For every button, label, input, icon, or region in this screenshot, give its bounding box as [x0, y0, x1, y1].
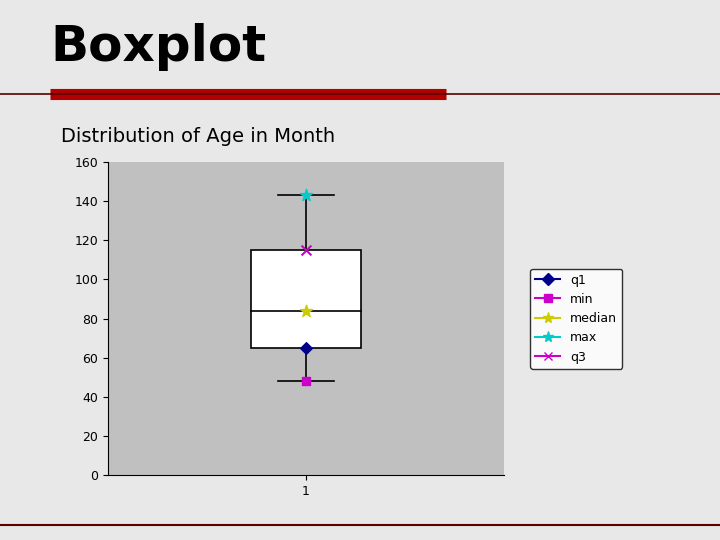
Text: Boxplot: Boxplot	[50, 23, 266, 71]
Point	[300, 191, 312, 200]
Bar	[251, 250, 361, 348]
Point	[300, 343, 312, 352]
Point	[300, 246, 312, 254]
Legend: q1, min, median, max, q3: q1, min, median, max, q3	[530, 268, 622, 369]
Text: Distribution of Age in Month: Distribution of Age in Month	[61, 126, 336, 146]
Point	[300, 377, 312, 386]
Point	[300, 306, 312, 315]
